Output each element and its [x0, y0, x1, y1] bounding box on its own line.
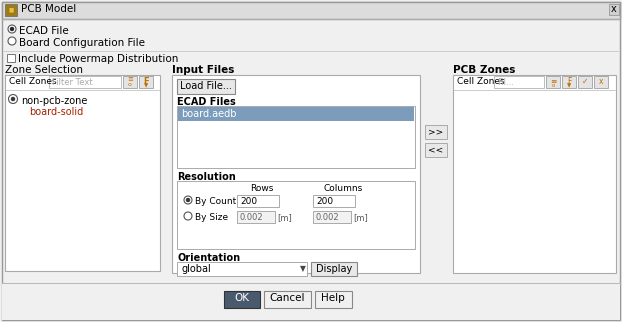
Circle shape	[11, 97, 15, 101]
Bar	[453, 75, 616, 273]
Text: F: F	[143, 77, 149, 86]
Text: <<: <<	[429, 145, 443, 154]
Circle shape	[8, 25, 16, 33]
Circle shape	[8, 37, 16, 45]
Bar	[139, 76, 153, 88]
Text: ▼: ▼	[300, 264, 306, 273]
Text: board-solid: board-solid	[29, 107, 83, 117]
Circle shape	[184, 212, 192, 220]
Bar	[237, 211, 275, 223]
Bar	[177, 262, 307, 276]
Bar	[177, 181, 415, 249]
Text: x: x	[599, 77, 603, 86]
Text: Load File...: Load File...	[180, 80, 232, 90]
Text: Cancel: Cancel	[269, 293, 305, 303]
Bar	[311, 262, 357, 276]
Text: [m]: [m]	[353, 213, 368, 222]
Bar	[177, 106, 415, 168]
Text: Resolution: Resolution	[177, 172, 236, 182]
Bar	[7, 54, 15, 62]
Text: x: x	[611, 4, 617, 14]
Circle shape	[186, 198, 190, 202]
Text: ■: ■	[8, 7, 14, 13]
Text: 200: 200	[316, 197, 333, 206]
Bar	[224, 291, 260, 308]
Text: >>: >>	[429, 127, 443, 136]
Text: Rows: Rows	[250, 184, 274, 193]
Text: F: F	[567, 77, 571, 86]
Text: Orientation: Orientation	[177, 253, 240, 263]
Text: 0.002: 0.002	[316, 213, 340, 222]
Text: [m]: [m]	[277, 213, 292, 222]
Circle shape	[9, 94, 17, 103]
Text: Columns: Columns	[323, 184, 362, 193]
Text: PCB Zones: PCB Zones	[453, 65, 516, 75]
Bar	[177, 79, 235, 94]
Text: non-pcb-zone: non-pcb-zone	[21, 96, 87, 106]
Bar	[578, 76, 592, 88]
Text: Help: Help	[321, 293, 345, 303]
Text: By Count: By Count	[195, 196, 236, 205]
Bar	[313, 195, 355, 207]
Bar	[546, 76, 560, 88]
Text: ECAD Files: ECAD Files	[177, 97, 236, 107]
Bar	[5, 75, 160, 271]
Text: 200: 200	[240, 197, 257, 206]
Text: PCB Model: PCB Model	[21, 4, 77, 14]
Text: Fil...: Fil...	[497, 78, 514, 87]
Text: ▼: ▼	[144, 83, 148, 88]
Bar	[425, 143, 447, 157]
Text: Input Files: Input Files	[172, 65, 234, 75]
Bar	[123, 76, 137, 88]
Text: Filter Text: Filter Text	[52, 78, 93, 87]
Bar	[2, 2, 620, 19]
Text: ▼: ▼	[567, 83, 571, 88]
Text: Cell Zones: Cell Zones	[9, 77, 57, 86]
Text: Display: Display	[316, 263, 352, 273]
Text: Cell Zones: Cell Zones	[457, 77, 504, 86]
Text: global: global	[181, 263, 211, 273]
Circle shape	[184, 196, 192, 204]
Text: o: o	[128, 82, 132, 87]
Text: ≡: ≡	[550, 77, 556, 86]
Bar	[609, 4, 619, 15]
Bar	[594, 76, 608, 88]
Text: ≡: ≡	[127, 77, 133, 82]
Bar	[2, 283, 620, 320]
Text: Board Configuration File: Board Configuration File	[19, 37, 145, 48]
Text: Zone Selection: Zone Selection	[5, 65, 83, 75]
Bar	[425, 125, 447, 139]
Text: 0.002: 0.002	[240, 213, 264, 222]
Bar	[237, 195, 279, 207]
Bar	[315, 291, 352, 308]
Text: OK: OK	[234, 293, 249, 303]
Bar	[562, 76, 576, 88]
Text: Include Powermap Distribution: Include Powermap Distribution	[18, 54, 179, 64]
Bar	[313, 211, 351, 223]
Text: board.aedb: board.aedb	[181, 109, 236, 118]
Circle shape	[10, 27, 14, 31]
Text: o: o	[551, 83, 555, 88]
Text: By Size: By Size	[195, 213, 228, 222]
Bar	[5, 4, 17, 16]
Text: ✓: ✓	[582, 77, 588, 86]
Bar	[172, 75, 420, 273]
Bar	[178, 107, 414, 121]
Bar	[494, 76, 544, 88]
Bar	[49, 76, 121, 88]
Text: ECAD File: ECAD File	[19, 25, 69, 35]
Bar	[264, 291, 311, 308]
